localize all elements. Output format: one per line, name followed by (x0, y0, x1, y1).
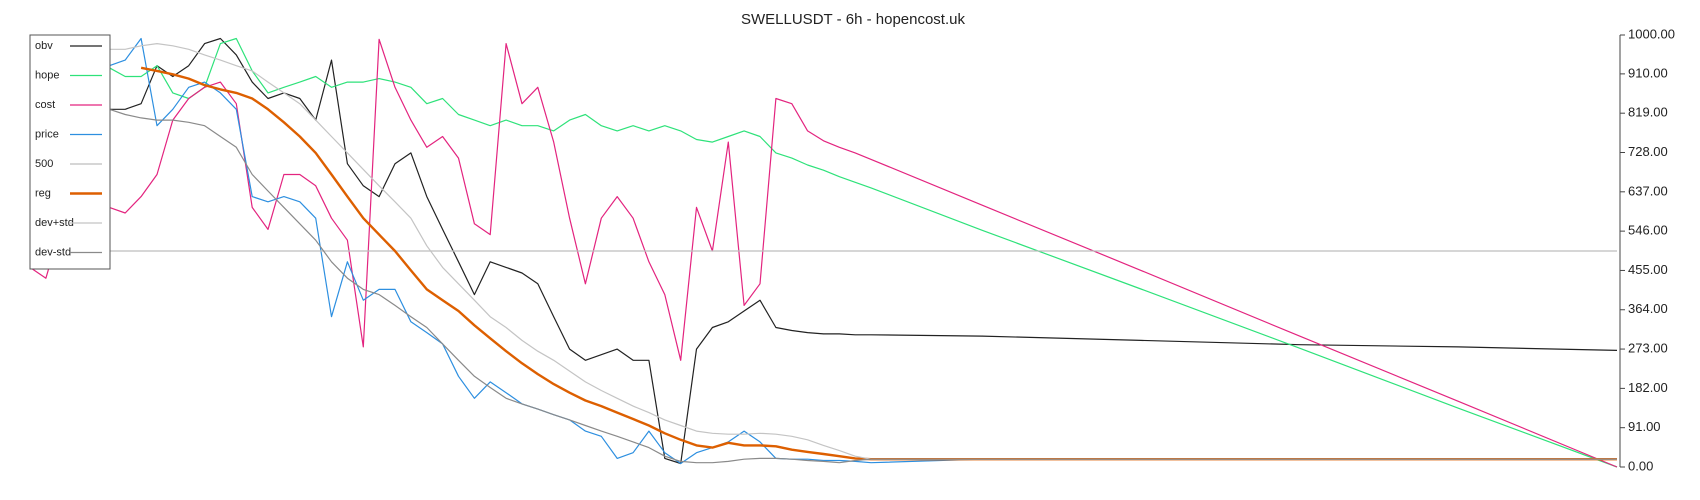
y-tick-label: 273.00 (1628, 341, 1668, 356)
series-line (109, 108, 1617, 464)
y-tick-label: 364.00 (1628, 301, 1668, 316)
series-line (29, 38, 1618, 468)
y-tick-label: 182.00 (1628, 380, 1668, 395)
y-tick-label: 0.00 (1628, 458, 1653, 473)
legend-label: reg (35, 187, 51, 199)
chart-title: SWELLUSDT - 6h - hopencost.uk (741, 11, 965, 28)
y-tick-label: 546.00 (1628, 223, 1668, 238)
legend-label: cost (35, 99, 55, 111)
series-line (109, 43, 1617, 460)
legend-box (29, 34, 111, 270)
legend-label: dev-std (35, 246, 71, 258)
legend-label: 500 (35, 158, 53, 170)
legend-label: dev+std (35, 217, 74, 229)
y-tick-label: 1000.00 (1628, 26, 1675, 41)
legend-label: obv (35, 40, 53, 52)
y-tick-label: 910.00 (1628, 65, 1668, 80)
series-line (109, 37, 1618, 465)
y-tick-label: 455.00 (1628, 262, 1668, 277)
y-tick-label: 91.00 (1628, 419, 1661, 434)
y-tick-label: 728.00 (1628, 144, 1668, 159)
series-line (140, 66, 1617, 461)
legend-label: hope (35, 69, 59, 81)
y-tick-label: 637.00 (1628, 183, 1668, 198)
series-line (109, 37, 1618, 468)
y-tick-label: 819.00 (1628, 105, 1668, 120)
legend-label: price (35, 128, 59, 140)
